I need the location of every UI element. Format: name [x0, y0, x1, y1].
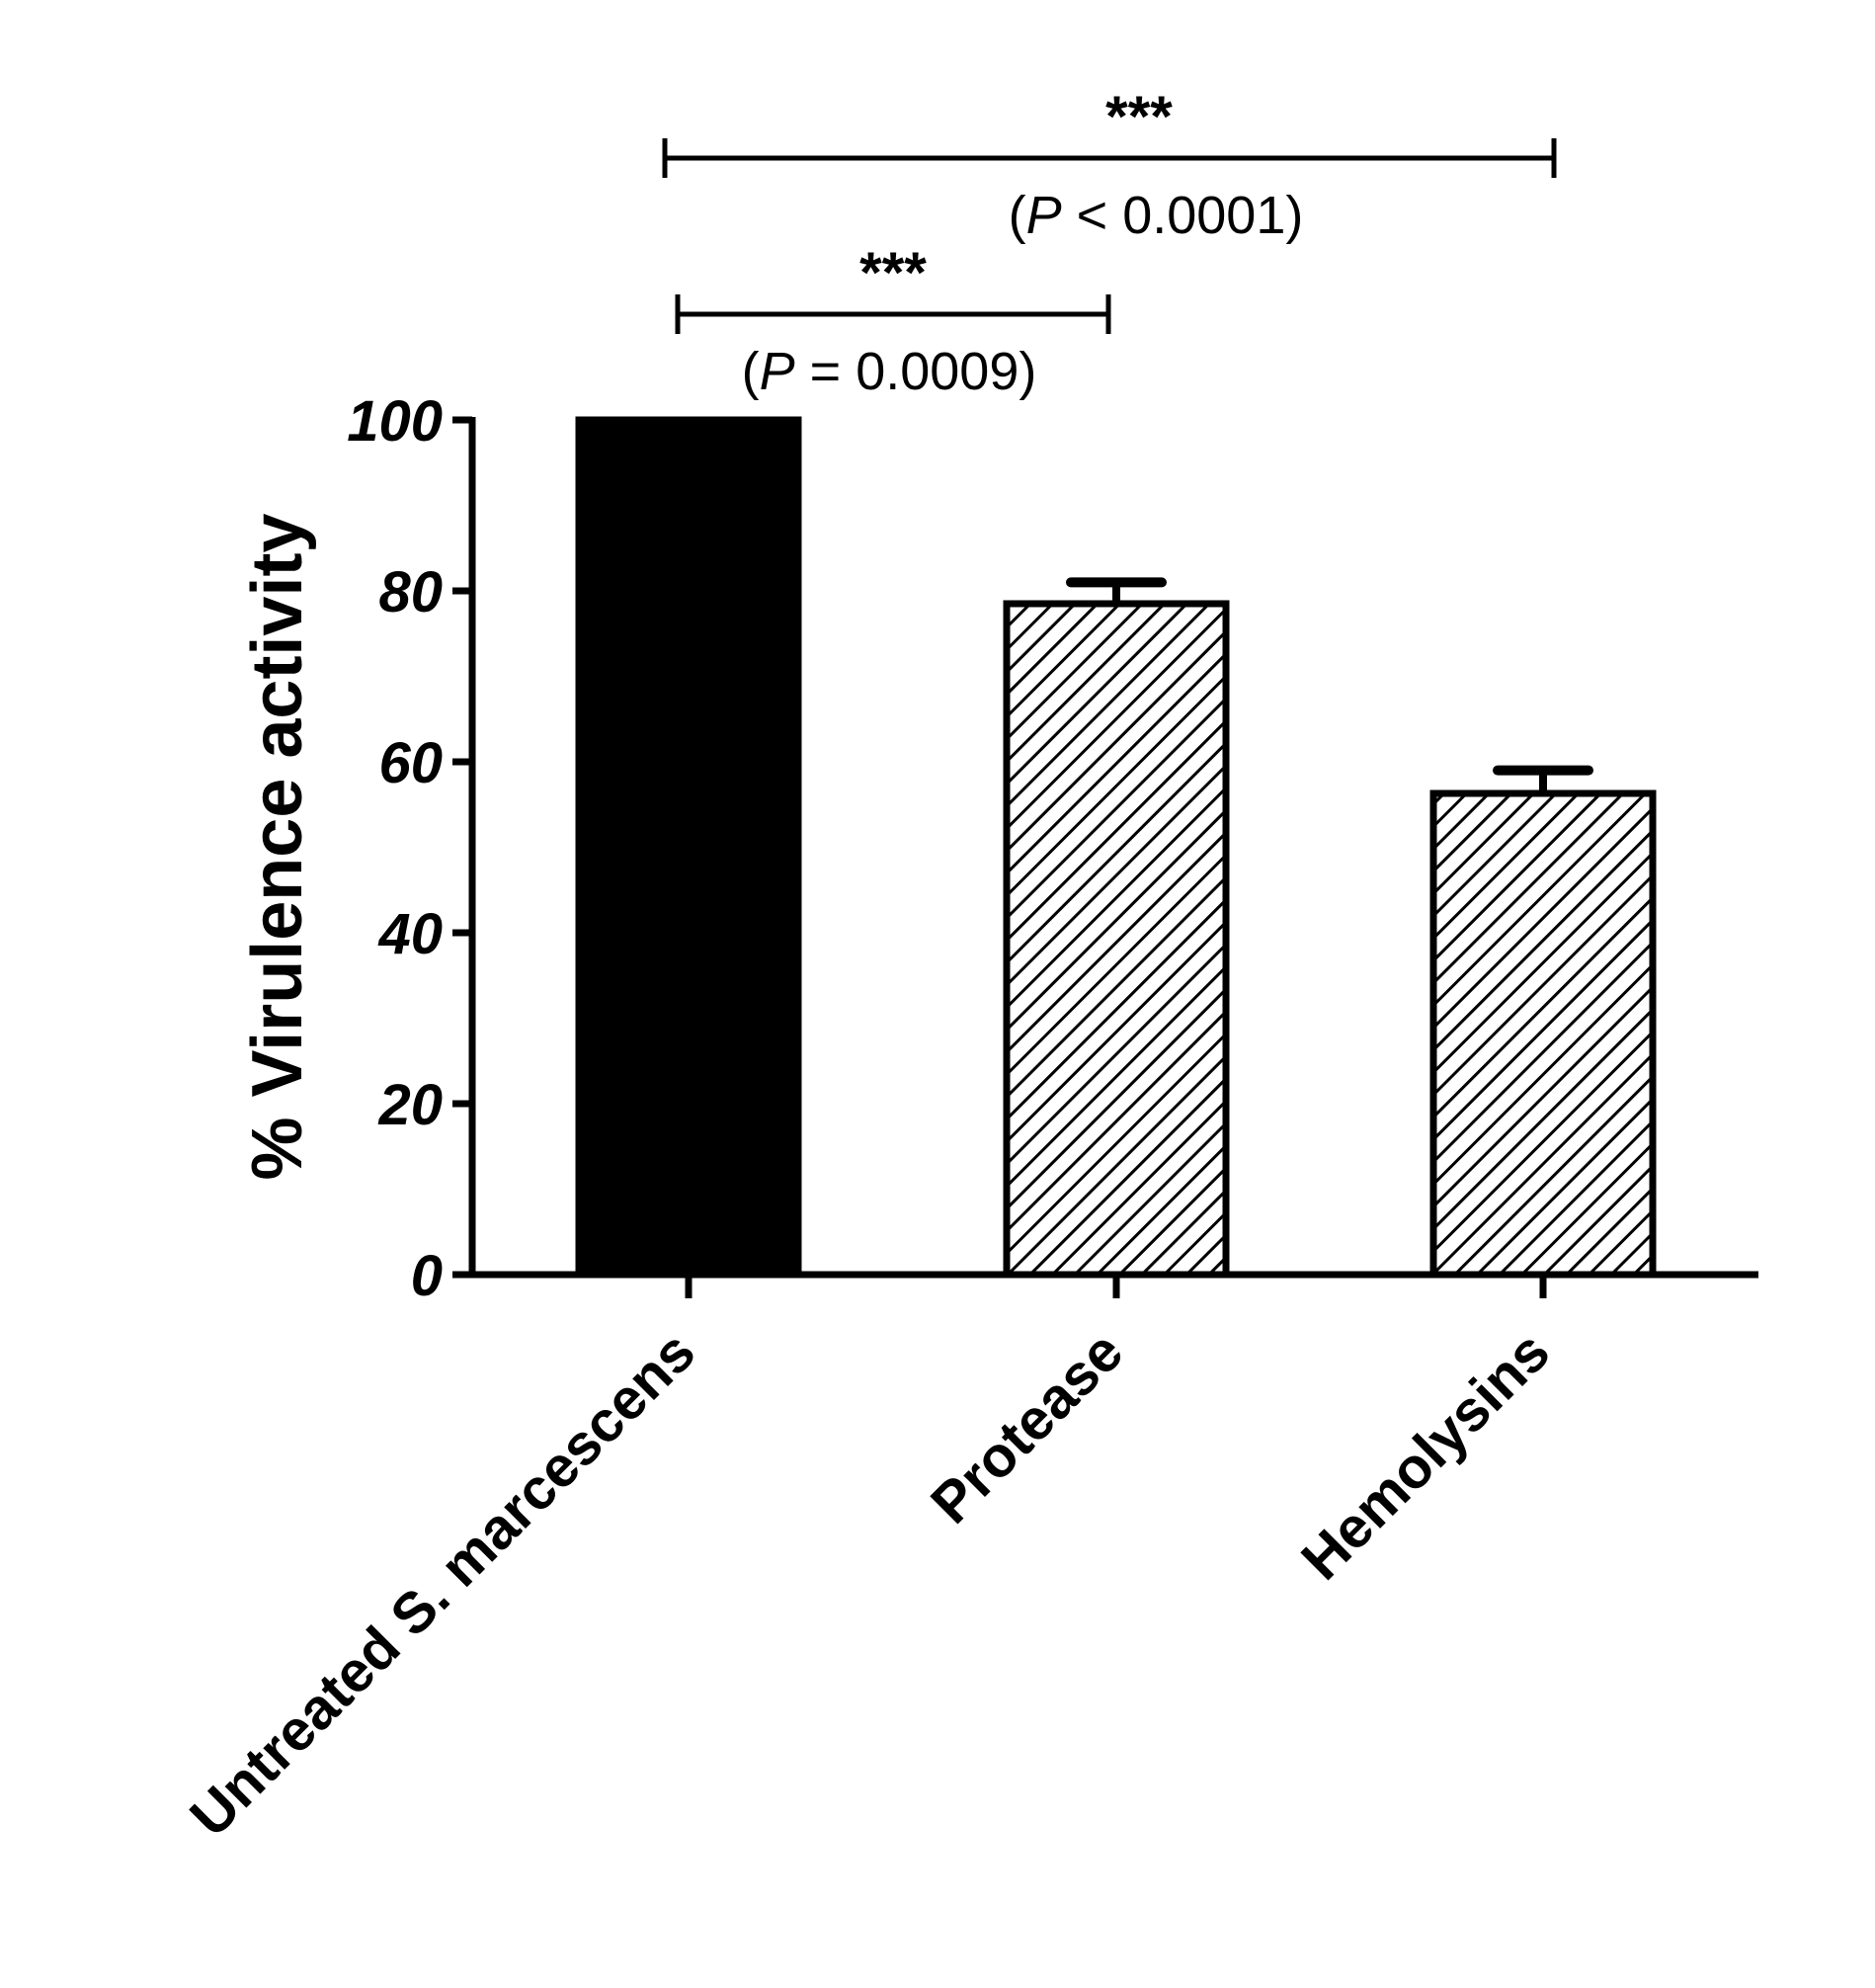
x-tick-label: Protease	[919, 1319, 1135, 1535]
y-tick-label: 0	[411, 1244, 443, 1308]
x-tick-label: Untreated S. marcescens	[178, 1319, 707, 1849]
bar	[575, 416, 802, 1279]
y-tick-label: 80	[378, 560, 443, 624]
significance-stars: ***	[1105, 85, 1173, 149]
y-tick-label: 40	[377, 902, 443, 966]
plot-area: 0 20 40 60 80 100 Untreated S. marcescens Prote…	[178, 85, 1758, 1849]
y-tick-label: 20	[377, 1073, 443, 1137]
x-tick-label: Hemolysins	[1289, 1319, 1562, 1592]
p-value-label: (P < 0.0001)	[1009, 186, 1304, 245]
p-value-label: (P = 0.0009)	[742, 342, 1037, 401]
y-tick-label: 100	[347, 389, 443, 454]
y-tick-label: 60	[378, 731, 443, 795]
bar	[1003, 600, 1230, 1279]
y-axis-title: % Virulence activity	[238, 514, 317, 1181]
bar	[1429, 789, 1657, 1279]
significance-stars: ***	[859, 241, 927, 305]
